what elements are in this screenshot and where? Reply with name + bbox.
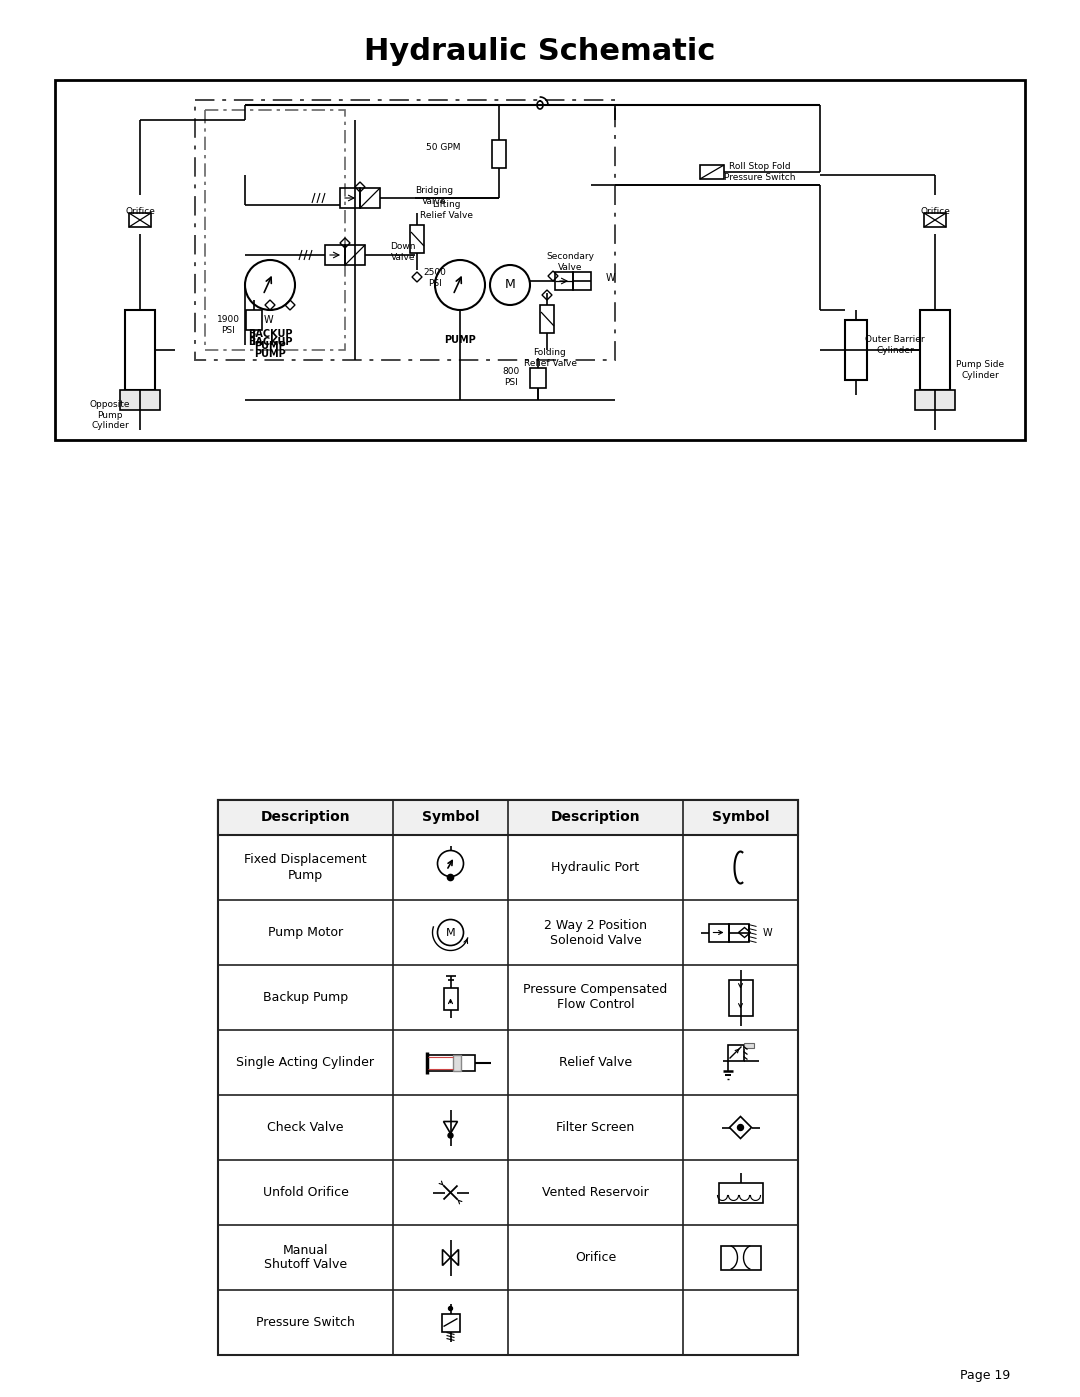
Bar [845, 320, 867, 380]
Bar [573, 272, 591, 291]
Text: Symbol: Symbol [422, 810, 480, 824]
Bar [492, 140, 507, 168]
Bar [743, 1042, 754, 1048]
Bar [442, 1313, 459, 1331]
Text: W: W [605, 272, 615, 284]
Text: Relief Valve: Relief Valve [559, 1056, 632, 1069]
Bar [920, 310, 950, 390]
Bar [729, 979, 753, 1016]
Text: Hydraulic Schematic: Hydraulic Schematic [364, 38, 716, 67]
Text: Orifice: Orifice [920, 208, 950, 217]
Bar [120, 390, 160, 409]
Text: Backup Pump: Backup Pump [262, 990, 348, 1004]
Bar [700, 165, 724, 179]
Bar [718, 1182, 762, 1203]
Bar [246, 310, 262, 330]
Text: Roll Stop Fold
Pressure Switch: Roll Stop Fold Pressure Switch [725, 162, 796, 182]
Bar [55, 80, 1025, 440]
Bar [218, 800, 798, 1355]
Text: Lifting
Relief Valve: Lifting Relief Valve [420, 200, 473, 219]
Text: PUMP: PUMP [444, 335, 476, 345]
Text: Pump Motor: Pump Motor [268, 926, 343, 939]
Text: W: W [264, 314, 273, 326]
Text: Hydraulic Port: Hydraulic Port [552, 861, 639, 875]
Bar [427, 1055, 474, 1070]
Circle shape [447, 875, 454, 880]
Text: 2500
PSI: 2500 PSI [423, 268, 446, 288]
Text: Single Acting Cylinder: Single Acting Cylinder [237, 1056, 375, 1069]
Bar [125, 310, 156, 390]
Circle shape [448, 1306, 453, 1310]
Text: Down
Valve: Down Valve [390, 242, 416, 261]
Bar [195, 101, 615, 360]
Text: BACKUP
PUMP: BACKUP PUMP [247, 330, 293, 351]
Bar [924, 212, 946, 226]
Text: W: W [762, 928, 772, 937]
Bar [360, 189, 380, 208]
Text: 50 GPM: 50 GPM [426, 144, 460, 152]
Text: 800
PSI: 800 PSI [503, 367, 519, 387]
Text: Pressure Compensated
Flow Control: Pressure Compensated Flow Control [524, 983, 667, 1011]
Text: Manual
Shutoff Valve: Manual Shutoff Valve [264, 1243, 347, 1271]
Text: 1900
PSI: 1900 PSI [217, 316, 240, 335]
Bar [205, 110, 345, 351]
Text: Opposite
Pump
Cylinder: Opposite Pump Cylinder [90, 400, 131, 430]
Text: Orifice: Orifice [575, 1250, 616, 1264]
Bar [129, 212, 151, 226]
Bar [708, 923, 729, 942]
Text: Page 19: Page 19 [960, 1369, 1010, 1382]
Text: M: M [504, 278, 515, 292]
Text: 2 Way 2 Position
Solenoid Valve: 2 Way 2 Position Solenoid Valve [544, 918, 647, 947]
Text: Folding
Relief Valve: Folding Relief Valve [524, 348, 577, 367]
Text: Outer Barrier
Cylinder: Outer Barrier Cylinder [865, 335, 924, 355]
Bar [540, 305, 554, 332]
Text: Fixed Displacement
Pump: Fixed Displacement Pump [244, 854, 367, 882]
Bar [444, 988, 458, 1010]
Text: Vented Reservoir: Vented Reservoir [542, 1186, 649, 1199]
Bar [555, 272, 573, 291]
Text: Description: Description [551, 810, 640, 824]
Text: Check Valve: Check Valve [267, 1120, 343, 1134]
Bar [410, 225, 424, 253]
Text: Pump Side
Cylinder: Pump Side Cylinder [956, 360, 1004, 380]
Text: Orifice: Orifice [125, 208, 154, 217]
Text: Secondary
Valve: Secondary Valve [546, 253, 594, 271]
Text: BACKUP
PUMP: BACKUP PUMP [247, 337, 293, 359]
Bar [453, 1055, 460, 1070]
Circle shape [738, 1125, 743, 1130]
Bar [340, 189, 360, 208]
Text: Filter Screen: Filter Screen [556, 1120, 635, 1134]
Bar [325, 244, 345, 265]
Bar [915, 390, 955, 409]
Text: Description: Description [260, 810, 350, 824]
Bar [729, 923, 748, 942]
Text: Unfold Orifice: Unfold Orifice [262, 1186, 349, 1199]
Circle shape [448, 1133, 453, 1139]
Text: Symbol: Symbol [712, 810, 769, 824]
Text: Bridging
Valve: Bridging Valve [415, 186, 454, 205]
Bar [720, 1246, 760, 1270]
Text: M: M [446, 928, 456, 937]
Bar [218, 800, 798, 835]
Bar [345, 244, 365, 265]
Bar [530, 367, 546, 388]
Bar [728, 1045, 743, 1060]
Text: Pressure Switch: Pressure Switch [256, 1316, 355, 1329]
